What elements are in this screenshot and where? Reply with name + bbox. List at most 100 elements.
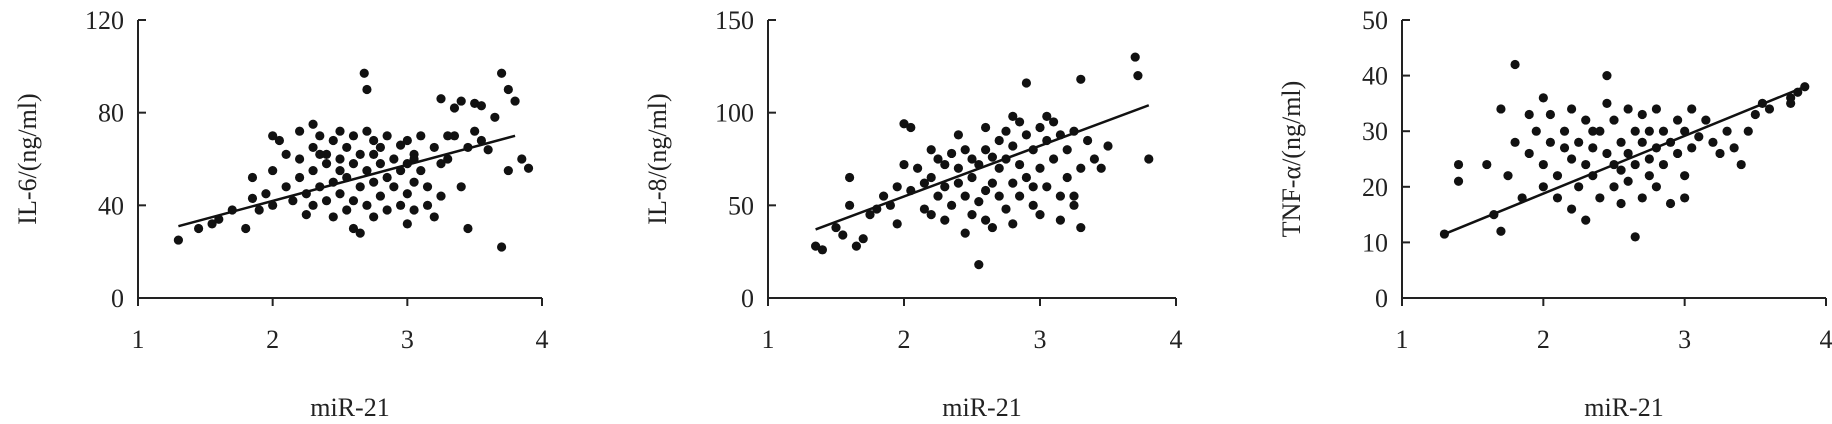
data-point — [308, 200, 318, 210]
data-point — [359, 68, 369, 78]
data-point — [1028, 200, 1038, 210]
data-point — [1144, 154, 1154, 164]
y-tick-label: 40 — [98, 191, 124, 220]
data-point — [1559, 143, 1570, 153]
data-point — [456, 96, 466, 106]
data-point — [1496, 226, 1506, 236]
data-point — [974, 260, 984, 270]
data-point — [1630, 232, 1640, 242]
data-point — [1021, 130, 1031, 140]
data-point — [348, 196, 359, 206]
data-point — [1538, 93, 1548, 103]
data-point — [1015, 191, 1025, 201]
data-point — [1616, 165, 1626, 175]
data-point — [409, 177, 419, 187]
y-tick-label: 40 — [1362, 62, 1388, 91]
data-point — [348, 223, 359, 234]
data-point — [375, 159, 385, 169]
data-point — [960, 145, 970, 155]
data-point — [476, 135, 486, 146]
data-point — [1035, 210, 1045, 220]
data-point — [369, 177, 379, 187]
data-point — [899, 159, 909, 170]
data-point — [1588, 126, 1598, 136]
data-point — [981, 145, 991, 155]
data-point — [362, 126, 372, 136]
data-point — [173, 235, 183, 245]
data-point — [1694, 132, 1704, 142]
data-point — [1042, 111, 1052, 121]
data-point — [1503, 171, 1513, 181]
data-point — [1651, 182, 1661, 192]
data-point — [362, 200, 372, 210]
data-point — [416, 131, 426, 141]
data-point — [295, 154, 305, 164]
x-tick-label: 4 — [1820, 325, 1832, 354]
data-point — [1658, 159, 1669, 170]
data-point — [1567, 154, 1577, 164]
data-point — [1637, 137, 1647, 147]
data-point — [1089, 154, 1099, 164]
data-point — [906, 122, 916, 133]
data-point — [1001, 204, 1011, 214]
data-point — [315, 131, 325, 141]
data-point — [1510, 59, 1520, 70]
data-point — [1015, 117, 1025, 127]
data-point — [1069, 200, 1079, 210]
x-tick-label: 2 — [266, 325, 279, 354]
y-tick-label: 0 — [111, 284, 124, 313]
data-point — [1630, 159, 1640, 170]
data-point — [947, 200, 957, 210]
data-point — [1008, 178, 1018, 188]
data-point — [1623, 176, 1633, 186]
data-point — [1567, 104, 1577, 114]
data-point — [892, 182, 902, 192]
data-point — [1133, 71, 1143, 81]
data-point — [1545, 137, 1555, 147]
data-point — [1658, 126, 1669, 136]
data-point — [1673, 115, 1683, 125]
data-point — [1588, 143, 1598, 153]
data-point — [375, 191, 385, 201]
y-tick-label: 0 — [1375, 284, 1388, 313]
data-point — [933, 191, 943, 201]
data-point — [335, 126, 345, 136]
data-point — [1665, 198, 1676, 209]
data-point — [981, 185, 991, 196]
data-point — [1786, 93, 1796, 103]
data-point — [308, 165, 318, 176]
data-point — [974, 197, 984, 207]
data-point — [295, 126, 305, 136]
data-point — [301, 210, 311, 220]
data-point — [497, 242, 507, 252]
data-point — [308, 142, 318, 153]
data-point — [342, 205, 352, 215]
data-point — [1062, 172, 1072, 183]
data-point — [1552, 193, 1563, 203]
data-point — [940, 182, 950, 192]
data-point — [953, 163, 964, 173]
data-point — [845, 172, 855, 183]
data-point — [1581, 115, 1591, 125]
data-point — [416, 165, 426, 176]
data-point — [1021, 172, 1031, 183]
data-point — [933, 154, 943, 164]
data-point — [274, 135, 284, 146]
data-point — [1701, 115, 1711, 125]
data-point — [402, 189, 412, 199]
data-point — [449, 103, 460, 113]
data-point — [369, 135, 379, 146]
data-point — [987, 152, 998, 162]
data-point — [1644, 126, 1654, 136]
data-point — [1574, 137, 1584, 147]
data-point — [1552, 171, 1563, 181]
data-point — [1602, 148, 1612, 159]
data-point — [879, 191, 889, 201]
data-point — [517, 154, 527, 164]
data-point — [1680, 126, 1690, 136]
data-point — [348, 131, 359, 141]
data-point — [1035, 122, 1045, 133]
data-point — [315, 149, 325, 159]
data-point — [355, 149, 365, 159]
x-tick-label: 3 — [1678, 325, 1691, 354]
